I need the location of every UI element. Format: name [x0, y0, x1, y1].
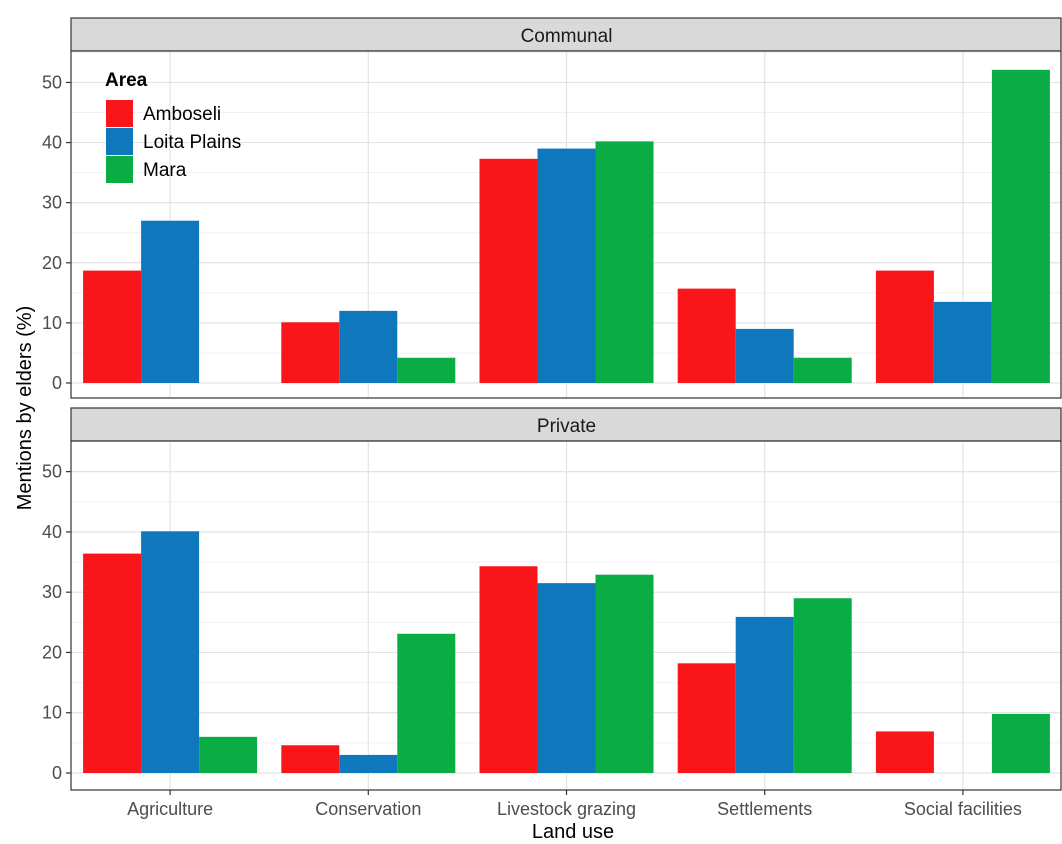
y-tick-label: 50 [42, 462, 62, 482]
bar-amboseli-agriculture [83, 553, 142, 773]
y-tick-label: 10 [42, 313, 62, 333]
y-tick-label: 10 [42, 703, 62, 723]
legend-label: Loita Plains [143, 132, 241, 153]
bar-loita-plains-livestock-grazing [537, 148, 596, 383]
bar-amboseli-agriculture [83, 270, 142, 383]
y-tick-label: 20 [42, 253, 62, 273]
bar-loita-plains-settlements [735, 616, 794, 773]
panel-strip [70, 407, 1062, 442]
bar-amboseli-livestock-grazing [479, 566, 538, 773]
bar-loita-plains-agriculture [141, 531, 200, 773]
bar-amboseli-conservation [281, 322, 340, 383]
panel-strip-label: Private [537, 416, 596, 437]
panel-strip [70, 17, 1062, 52]
bar-mara-settlements [793, 598, 852, 773]
bar-amboseli-livestock-grazing [479, 158, 538, 383]
bar-loita-plains-conservation [339, 310, 398, 383]
bar-loita-plains-settlements [735, 328, 794, 383]
bar-mara-settlements [793, 357, 852, 383]
bar-loita-plains-conservation [339, 754, 398, 773]
x-tick-label: Agriculture [127, 799, 213, 819]
bar-mara-livestock-grazing [595, 141, 654, 383]
bar-mara-livestock-grazing [595, 574, 654, 773]
panel-private: Private 0 10 20 30 40 50 [42, 407, 1062, 791]
legend-key-loita-plains [106, 128, 133, 155]
bar-mara-social-facilities [991, 69, 1050, 383]
x-tick-label: Social facilities [904, 799, 1022, 819]
panel-strip-label: Communal [521, 26, 613, 47]
x-axis-title: Land use [532, 821, 614, 843]
panel-communal: Communal 0 10 20 30 40 50 [42, 17, 1062, 399]
legend: Area Amboseli Loita Plains Mara [105, 70, 241, 183]
x-tick-label: Conservation [315, 799, 421, 819]
y-tick-label: 50 [42, 72, 62, 92]
y-tick-label: 40 [42, 133, 62, 153]
legend-label: Mara [143, 160, 187, 181]
x-tick-label: Settlements [717, 799, 812, 819]
bar-loita-plains-livestock-grazing [537, 583, 596, 773]
legend-title: Area [105, 70, 148, 91]
panels-layer: Communal 0 10 20 30 40 50 Private 0 10 20 30 40 50 Agr… [42, 17, 1062, 819]
bar-mara-conservation [397, 633, 456, 773]
x-tick-label: Livestock grazing [497, 799, 636, 819]
y-tick-label: 30 [42, 582, 62, 602]
y-tick-label: 20 [42, 642, 62, 662]
y-tick-label: 0 [52, 373, 62, 393]
y-tick-label: 40 [42, 522, 62, 542]
bar-mara-social-facilities [991, 713, 1050, 773]
y-tick-label: 0 [52, 763, 62, 783]
legend-key-mara [106, 156, 133, 183]
bar-amboseli-social-facilities [875, 270, 934, 383]
legend-key-amboseli [106, 100, 133, 127]
bar-amboseli-settlements [677, 663, 736, 773]
panel-border [70, 50, 1062, 399]
y-tick-label: 30 [42, 193, 62, 213]
bar-loita-plains-social-facilities [933, 301, 992, 383]
bar-mara-agriculture [199, 736, 258, 773]
legend-label: Amboseli [143, 104, 221, 125]
bar-amboseli-settlements [677, 288, 736, 383]
bar-mara-conservation [397, 357, 456, 383]
bar-amboseli-conservation [281, 745, 340, 773]
y-axis-title: Mentions by elders (%) [14, 306, 36, 511]
bar-loita-plains-agriculture [141, 220, 200, 383]
bar-amboseli-social-facilities [875, 731, 934, 773]
